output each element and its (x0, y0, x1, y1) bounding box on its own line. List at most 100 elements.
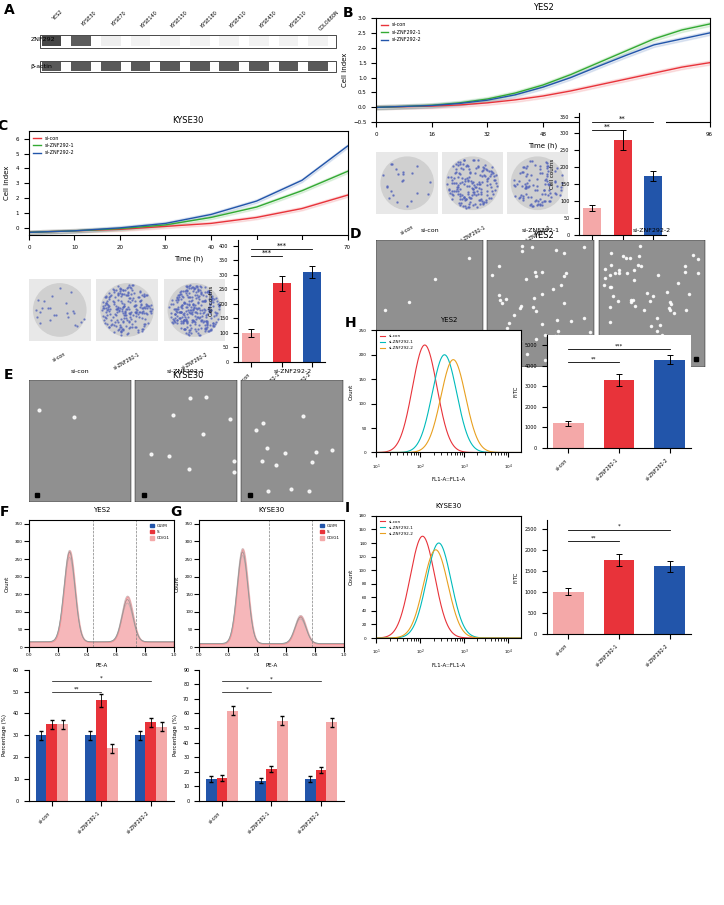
Text: F: F (0, 505, 9, 519)
Text: si-con: si-con (71, 368, 89, 374)
Bar (42, 36, 62, 46)
si-ZNF292-2 (449, 354, 458, 365)
si-con (566, 86, 575, 97)
Bar (96, 700, 107, 801)
si-con (390, 443, 398, 453)
si-ZNF292-1 (517, 447, 526, 458)
Y-axis label: Percentage (%): Percentage (%) (2, 714, 7, 757)
si-ZNF292-2 (511, 90, 520, 100)
si-ZNF292-2 (517, 633, 526, 643)
si-con (428, 100, 437, 111)
Text: D: D (350, 227, 361, 241)
si-ZNF292-2 (70, 225, 79, 236)
Bar (156, 727, 167, 801)
si-con (298, 203, 306, 214)
Text: si-ZNF292-2: si-ZNF292-2 (523, 224, 552, 244)
Text: *: * (618, 524, 620, 529)
si-ZNF292-2 (400, 101, 408, 112)
si-con (705, 57, 714, 68)
Bar (160, 36, 180, 46)
Bar (487, 240, 594, 367)
Bar (190, 36, 209, 46)
si-ZNF292-1 (511, 88, 520, 99)
Bar (308, 36, 328, 46)
Bar (242, 333, 261, 362)
Circle shape (33, 284, 86, 336)
si-con (252, 212, 261, 223)
si-ZNF292-1 (372, 633, 381, 643)
Text: si-ZNF292-1: si-ZNF292-1 (90, 672, 114, 676)
si-ZNF292-1 (419, 588, 428, 599)
si-con (478, 447, 487, 458)
si-ZNF292-1 (478, 446, 487, 457)
si-ZNF292-1 (116, 224, 125, 234)
si-ZNF292-1 (298, 186, 306, 196)
Y-axis label: Count: Count (4, 576, 9, 592)
Legend: si-con, si-ZNF292-1, si-ZNF292-2: si-con, si-ZNF292-1, si-ZNF292-2 (379, 332, 415, 352)
Bar (249, 62, 269, 71)
Text: A: A (4, 4, 14, 17)
Legend: si-con, si-ZNF292-1, si-ZNF292-2: si-con, si-ZNF292-1, si-ZNF292-2 (379, 21, 424, 44)
si-con (206, 218, 215, 229)
Y-axis label: Count: Count (348, 569, 353, 585)
Y-axis label: FITC: FITC (514, 571, 519, 583)
Y-axis label: Percentage (%): Percentage (%) (172, 714, 177, 757)
Y-axis label: FITC: FITC (514, 386, 519, 397)
si-con (372, 102, 381, 113)
Line: si-con: si-con (29, 195, 348, 233)
si-con (455, 100, 464, 110)
Bar (255, 780, 266, 801)
Text: ***: *** (615, 344, 623, 349)
Text: si-ZNF292-2: si-ZNF292-2 (633, 228, 671, 233)
Bar (35, 735, 46, 801)
X-axis label: PE-A: PE-A (96, 662, 107, 668)
Bar (272, 283, 291, 362)
Bar (46, 724, 57, 801)
Line: si-ZNF292-1: si-ZNF292-1 (376, 24, 710, 108)
Text: si-ZNF292-2: si-ZNF292-2 (133, 672, 158, 676)
si-ZNF292-2 (206, 209, 215, 220)
si-ZNF292-2 (478, 633, 487, 643)
Bar (135, 735, 146, 801)
Bar (146, 722, 156, 801)
Bar (613, 140, 632, 235)
Line: si-ZNF292-2: si-ZNF292-2 (376, 359, 521, 452)
Text: KYSE410: KYSE410 (229, 10, 248, 29)
si-ZNF292-2 (678, 33, 686, 44)
Bar (227, 710, 238, 801)
si-ZNF292-2 (566, 72, 575, 83)
Title: YES2: YES2 (93, 507, 110, 513)
si-con (420, 531, 429, 542)
Bar (72, 36, 91, 46)
Bar (42, 62, 62, 71)
Y-axis label: Cell coutns: Cell coutns (209, 286, 214, 316)
si-con (517, 633, 526, 643)
Bar (327, 722, 337, 801)
Bar (279, 36, 298, 46)
Bar (190, 62, 209, 71)
si-ZNF292-1 (25, 227, 33, 238)
si-ZNF292-1 (477, 633, 486, 643)
Text: si-con: si-con (421, 228, 439, 233)
si-ZNF292-2 (705, 27, 714, 38)
Text: si-ZNF292-1: si-ZNF292-1 (458, 224, 487, 244)
Bar (583, 208, 602, 235)
Bar (249, 36, 269, 46)
si-con (477, 447, 486, 458)
Bar (135, 380, 237, 502)
Line: si-ZNF292-1: si-ZNF292-1 (376, 355, 521, 452)
si-ZNF292-1 (517, 633, 526, 643)
Bar (654, 567, 685, 633)
si-ZNF292-1 (463, 432, 472, 443)
si-con (622, 73, 631, 84)
si-ZNF292-1 (390, 633, 398, 643)
Bar (376, 240, 483, 367)
si-ZNF292-2 (372, 102, 381, 113)
Legend: si-con, si-ZNF292-1, si-ZNF292-2: si-con, si-ZNF292-1, si-ZNF292-2 (31, 134, 76, 157)
si-ZNF292-1 (649, 33, 658, 44)
si-con (421, 339, 429, 350)
Title: YES2: YES2 (440, 317, 458, 323)
Bar (604, 380, 634, 448)
Legend: G2/M, S, G0/G1: G2/M, S, G0/G1 (148, 522, 172, 542)
X-axis label: Time (h): Time (h) (174, 255, 203, 262)
